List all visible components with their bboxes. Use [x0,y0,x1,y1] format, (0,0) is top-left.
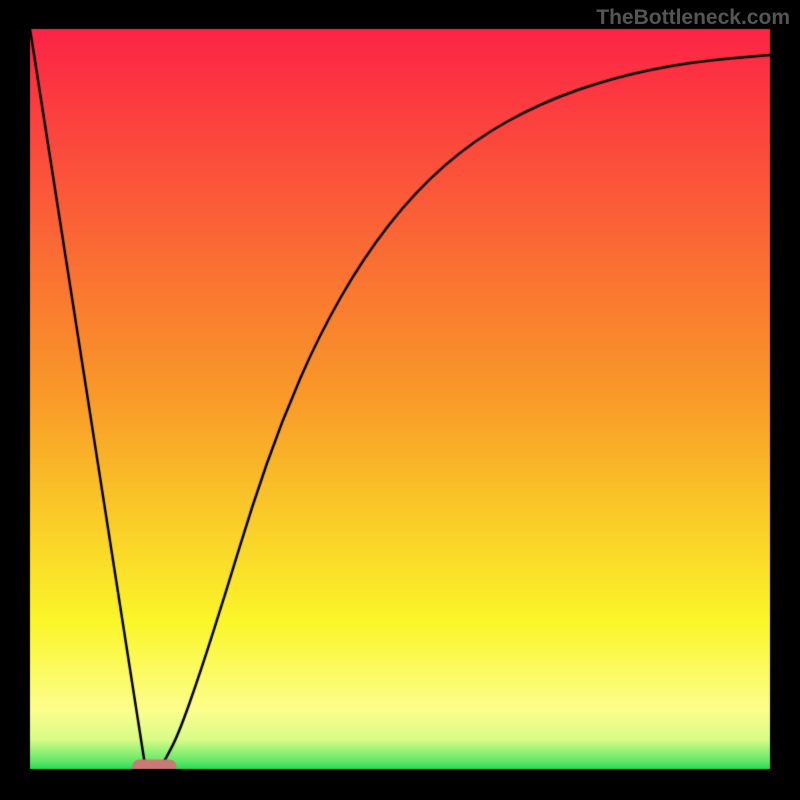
chart-container: TheBottleneck.com [0,0,800,800]
bottleneck-curve-chart [0,0,800,800]
